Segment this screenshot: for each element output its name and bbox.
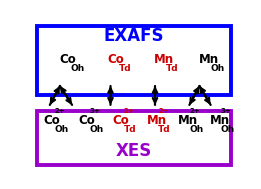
Text: Mn: Mn [210, 114, 230, 127]
Text: Co: Co [44, 114, 61, 127]
Text: 2+: 2+ [189, 108, 200, 114]
Text: 2+: 2+ [55, 108, 66, 114]
Text: Oh: Oh [71, 64, 85, 73]
Text: Co: Co [78, 114, 95, 127]
Bar [37, 26, 231, 95]
Text: Oh: Oh [210, 64, 224, 73]
Text: Oh: Oh [55, 125, 69, 134]
Text: Oh: Oh [89, 125, 104, 134]
Text: Mn: Mn [147, 114, 167, 127]
Text: 3+: 3+ [221, 108, 232, 114]
Text: Td: Td [166, 64, 178, 73]
Text: Td: Td [124, 125, 136, 134]
Text: Co: Co [59, 53, 76, 66]
Text: 2+: 2+ [124, 108, 134, 114]
Text: Co: Co [108, 53, 124, 66]
Text: 3+: 3+ [89, 108, 100, 114]
Text: 2+: 2+ [158, 108, 169, 114]
Text: Oh: Oh [221, 125, 235, 134]
Text: Mn: Mn [198, 53, 219, 66]
Text: XES: XES [116, 143, 152, 160]
Text: Mn: Mn [154, 53, 174, 66]
Text: Oh: Oh [189, 125, 204, 134]
Text: Co: Co [112, 114, 129, 127]
Text: EXAFS: EXAFS [104, 27, 164, 45]
Text: Mn: Mn [178, 114, 198, 127]
Bar [37, 112, 231, 165]
Text: Td: Td [158, 125, 171, 134]
Text: Td: Td [119, 64, 132, 73]
